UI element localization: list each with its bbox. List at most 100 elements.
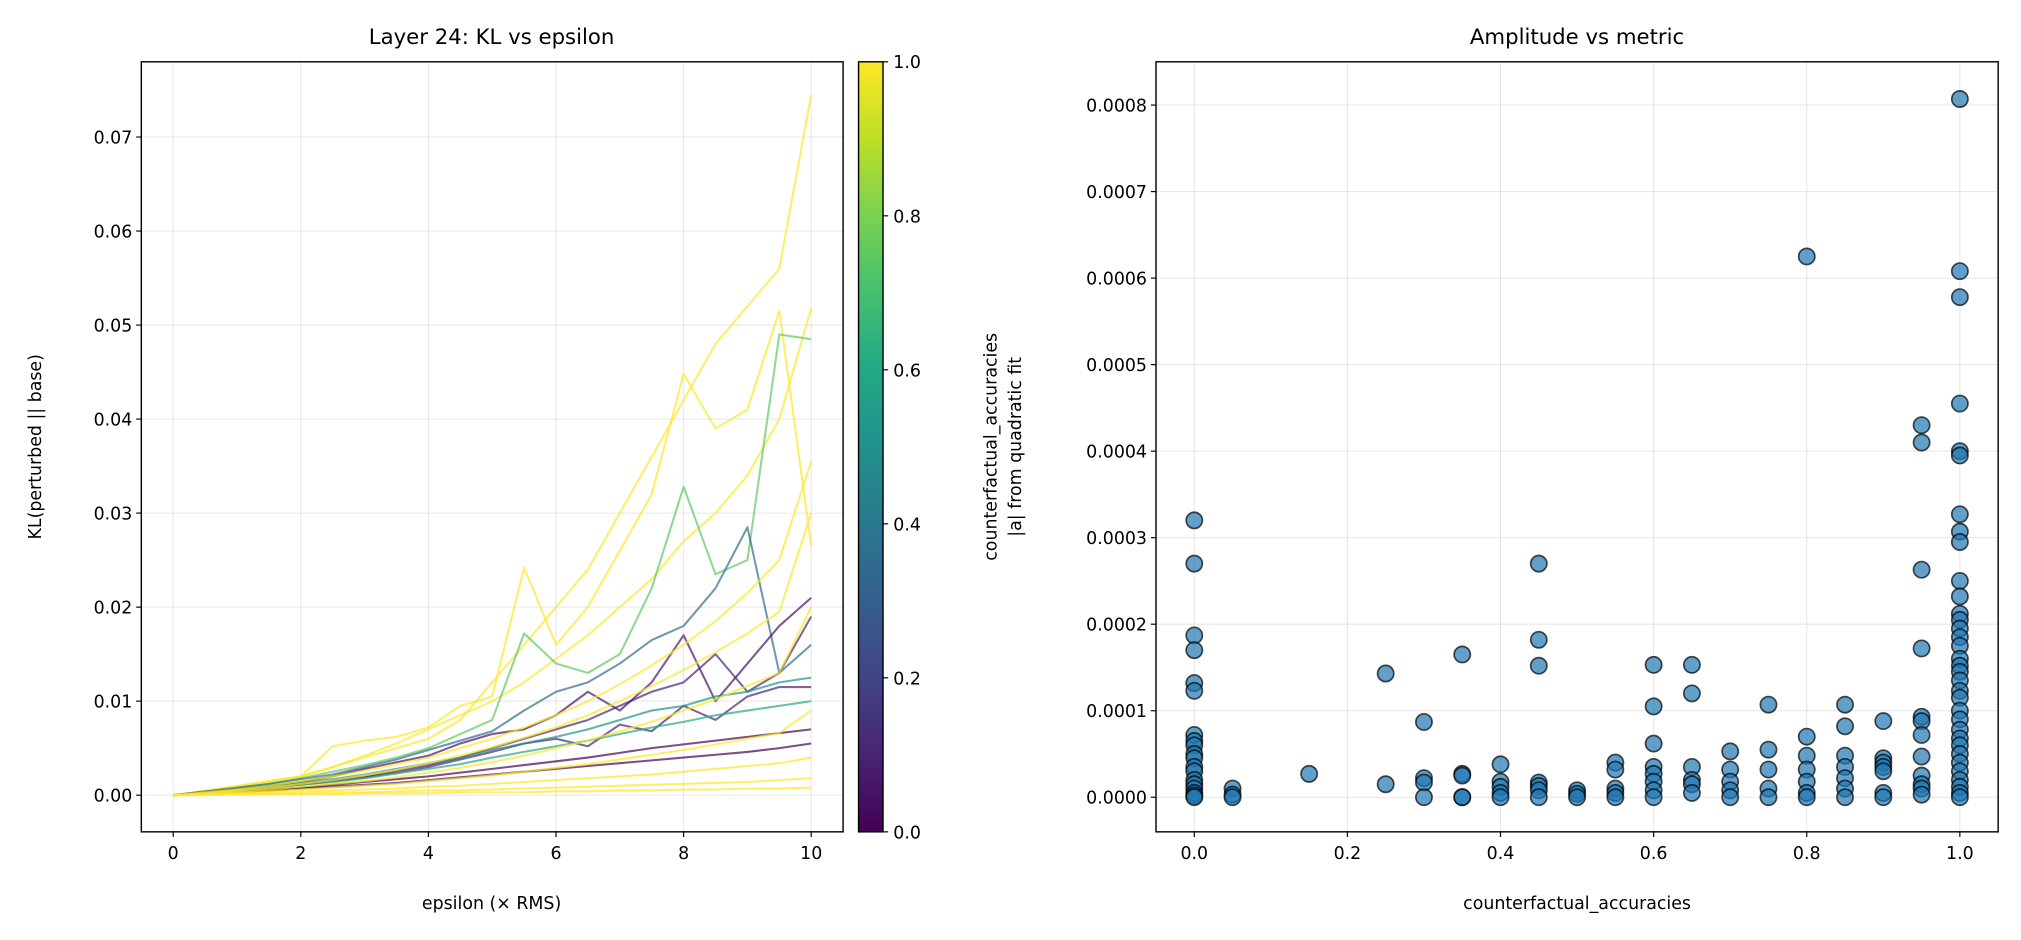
kl-series-line bbox=[173, 307, 813, 797]
scatter-point bbox=[1912, 785, 1931, 804]
scatter-point bbox=[1874, 788, 1893, 807]
right-x-tick-label: 1.0 bbox=[1946, 844, 1974, 864]
scatter-point bbox=[1644, 734, 1663, 753]
scatter-point bbox=[1185, 641, 1204, 660]
kl-series-line bbox=[173, 512, 813, 797]
left-chart-title: Layer 24: KL vs epsilon bbox=[369, 25, 615, 50]
scatter-point bbox=[1644, 655, 1663, 674]
kl-series-line bbox=[173, 606, 813, 797]
scatter-point bbox=[1950, 505, 1969, 524]
scatter-point bbox=[1912, 639, 1931, 658]
left-y-tick-label: 0.02 bbox=[94, 599, 133, 619]
right-axes-frame bbox=[1155, 61, 1999, 833]
left-axes-frame bbox=[140, 61, 844, 833]
scatter-point bbox=[1912, 560, 1931, 579]
scatter-point bbox=[1912, 725, 1931, 744]
colorbar-tick-label: 0.6 bbox=[893, 361, 921, 381]
left-lines bbox=[173, 94, 813, 797]
scatter-point bbox=[1415, 773, 1433, 792]
amplitude-scatter-chart: Amplitude vs metric 0.0 0.2 0.4 0.6 0.8 1.0 0… bbox=[1006, 25, 1999, 914]
scatter-point bbox=[1682, 655, 1701, 674]
colorbar-tick-label: 0.0 bbox=[893, 823, 921, 843]
colorbar-ticks: 0.0 0.2 0.4 0.6 0.8 1.0 bbox=[883, 53, 921, 843]
right-y-tick-label: 0.0005 bbox=[1086, 356, 1147, 376]
right-y-tick-label: 0.0004 bbox=[1086, 443, 1147, 463]
scatter-point bbox=[1529, 656, 1548, 675]
right-y-tick-label: 0.0003 bbox=[1086, 529, 1147, 549]
right-points bbox=[1185, 90, 1969, 807]
scatter-point bbox=[1185, 626, 1204, 645]
scatter-point bbox=[1874, 762, 1893, 781]
kl-series-line bbox=[173, 526, 812, 797]
scatter-point bbox=[1836, 788, 1854, 807]
left-y-tick-label: 0.06 bbox=[94, 222, 133, 242]
right-x-tick-label: 0.8 bbox=[1793, 844, 1821, 864]
left-x-tick-label: 6 bbox=[550, 844, 561, 864]
colorbar-tick-label: 1.0 bbox=[893, 53, 921, 73]
scatter-point bbox=[1376, 775, 1395, 794]
colorbar-gradient bbox=[858, 61, 884, 832]
colorbar-label: counterfactual_accuracies bbox=[981, 333, 1001, 561]
left-y-tick-label: 0.03 bbox=[94, 505, 133, 525]
right-x-tick-label: 0.4 bbox=[1487, 844, 1515, 864]
scatter-point bbox=[1491, 788, 1510, 807]
scatter-point bbox=[1529, 630, 1548, 649]
left-x-axis-label: epsilon (× RMS) bbox=[422, 894, 561, 914]
scatter-point bbox=[1185, 511, 1204, 530]
scatter-point bbox=[1797, 247, 1816, 266]
scatter-point bbox=[1491, 755, 1510, 774]
scatter-point bbox=[1721, 742, 1740, 761]
left-y-tick-label: 0.00 bbox=[94, 787, 133, 807]
left-y-tick-label: 0.05 bbox=[94, 317, 133, 337]
kl-line-chart: Layer 24: KL vs epsilon 0 2 4 6 8 10 0.00 0.01… bbox=[26, 25, 844, 914]
scatter-point bbox=[1721, 788, 1740, 807]
colorbar-tick-label: 0.4 bbox=[893, 515, 921, 535]
left-y-axis-label: KL(perturbed || base) bbox=[26, 354, 46, 539]
colorbar-tick-label: 0.2 bbox=[893, 669, 921, 689]
scatter-point bbox=[1644, 788, 1663, 807]
kl-series-line bbox=[173, 709, 812, 797]
scatter-point bbox=[1529, 788, 1548, 807]
left-x-tick-label: 4 bbox=[423, 844, 434, 864]
scatter-point bbox=[1185, 554, 1204, 573]
scatter-point bbox=[1376, 664, 1395, 683]
left-x-tick-label: 0 bbox=[168, 844, 179, 864]
scatter-point bbox=[1950, 587, 1969, 606]
scatter-point bbox=[1912, 433, 1931, 452]
left-x-tick-label: 2 bbox=[295, 844, 306, 864]
left-x-tick-label: 10 bbox=[800, 844, 822, 864]
colorbar: 0.0 0.2 0.4 0.6 0.8 1.0 counterfactual_accura… bbox=[857, 53, 1001, 843]
scatter-point bbox=[1950, 788, 1969, 807]
right-x-tick-label: 0.2 bbox=[1334, 844, 1362, 864]
kl-series-line bbox=[173, 756, 812, 797]
scatter-point bbox=[1606, 788, 1625, 807]
right-x-tick-label: 0.6 bbox=[1640, 844, 1668, 864]
right-y-tick-label: 0.0006 bbox=[1086, 270, 1147, 290]
scatter-point bbox=[1185, 788, 1204, 807]
left-y-tick-label: 0.04 bbox=[94, 411, 133, 431]
right-x-ticks: 0.0 0.2 0.4 0.6 0.8 1.0 bbox=[1180, 831, 1974, 864]
scatter-point bbox=[1759, 760, 1778, 779]
left-y-ticks: 0.00 0.01 0.02 0.03 0.04 0.05 0.06 0.07 bbox=[94, 128, 142, 807]
scatter-point bbox=[1874, 712, 1893, 731]
scatter-point bbox=[1759, 788, 1778, 807]
left-x-ticks: 0 2 4 6 8 10 bbox=[168, 831, 822, 864]
scatter-point bbox=[1682, 783, 1701, 802]
scatter-point bbox=[1912, 747, 1931, 766]
right-y-ticks: 0.0000 0.0001 0.0002 0.0003 0.0004 0.0005 0.00… bbox=[1086, 97, 1157, 809]
right-chart-title: Amplitude vs metric bbox=[1470, 25, 1684, 50]
scatter-point bbox=[1644, 697, 1663, 716]
scatter-point bbox=[1415, 788, 1433, 807]
scatter-point bbox=[1797, 727, 1816, 746]
scatter-point bbox=[1912, 416, 1931, 435]
right-x-axis-label: counterfactual_accuracies bbox=[1463, 894, 1691, 914]
left-y-tick-label: 0.01 bbox=[94, 693, 133, 713]
right-y-tick-label: 0.0000 bbox=[1086, 789, 1147, 809]
scatter-point bbox=[1950, 446, 1969, 465]
scatter-point bbox=[1453, 766, 1472, 785]
scatter-point bbox=[1223, 788, 1242, 807]
right-y-axis-label: |a| from quadratic fit bbox=[1006, 357, 1026, 537]
scatter-point bbox=[1453, 645, 1472, 664]
scatter-point bbox=[1797, 788, 1816, 807]
right-y-tick-label: 0.0007 bbox=[1086, 183, 1147, 203]
